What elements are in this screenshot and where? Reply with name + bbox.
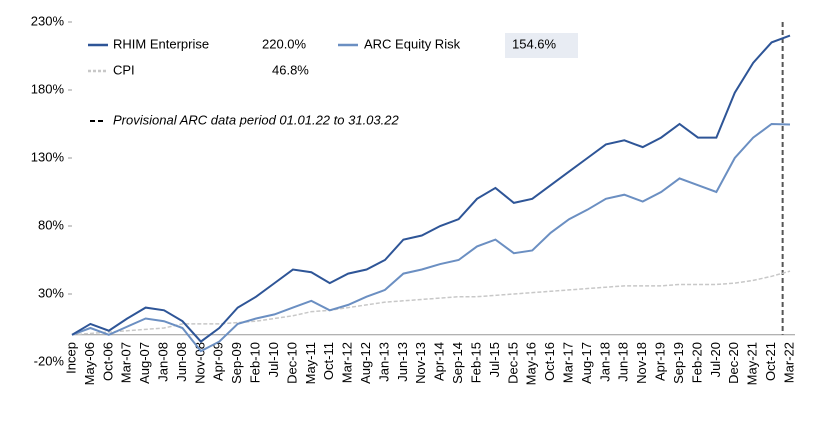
x-tick-label: May-11 [303, 342, 318, 384]
y-tick-label: 80% [38, 217, 64, 232]
legend-label: RHIM Enterprise [113, 36, 209, 51]
x-tick-label: Jun-18 [616, 342, 631, 382]
x-tick-label: Jul-15 [487, 342, 502, 377]
annotation: Provisional ARC data period 01.01.22 to … [113, 112, 399, 127]
x-tick-label: Sep-14 [450, 342, 465, 384]
x-tick-label: Feb-10 [248, 342, 263, 383]
x-tick-label: Jan-18 [597, 342, 612, 382]
x-tick-label: Jun-13 [395, 342, 410, 382]
y-tick-label: -20% [34, 353, 65, 368]
x-tick-label: Jan-13 [376, 342, 391, 382]
x-tick-label: Mar-07 [119, 342, 134, 383]
legend-value: 46.8% [272, 62, 309, 77]
legend-value-bg [505, 33, 578, 58]
x-tick-label: Apr-19 [653, 342, 668, 381]
x-tick-label: Aug-07 [137, 342, 152, 384]
legend-label: ARC Equity Risk [364, 36, 461, 51]
x-tick-label: Nov-13 [413, 342, 428, 384]
x-tick-label: Mar-12 [340, 342, 355, 383]
x-tick-label: Feb-20 [689, 342, 704, 383]
x-tick-label: Sep-09 [229, 342, 244, 384]
x-tick-label: May-21 [745, 342, 760, 385]
x-tick-label: Aug-17 [579, 342, 594, 384]
legend-value: 154.6% [512, 36, 557, 51]
x-tick-label: Oct-16 [542, 342, 557, 381]
x-tick-label: Feb-15 [468, 342, 483, 383]
legend-label: CPI [113, 62, 135, 77]
x-tick-label: Oct-11 [321, 342, 336, 380]
series-line [71, 270, 791, 336]
x-tick-label: Aug-12 [358, 342, 373, 384]
x-tick-label: Incep [63, 342, 78, 374]
x-tick-label: Oct-06 [100, 342, 115, 381]
x-tick-label: Mar-17 [561, 342, 576, 383]
x-tick-label: May-06 [82, 342, 97, 385]
x-tick-label: Jun-08 [174, 342, 189, 382]
x-tick-label: Apr-14 [432, 342, 447, 381]
legend-value: 220.0% [262, 36, 307, 51]
x-tick-label: Dec-10 [284, 342, 299, 384]
x-tick-label: Nov-08 [192, 342, 207, 384]
x-tick-label: Jul-20 [708, 342, 723, 377]
x-tick-label: Nov-18 [634, 342, 649, 384]
x-tick-label: Dec-15 [505, 342, 520, 384]
y-tick-label: 180% [31, 81, 65, 96]
x-tick-label: Jan-08 [155, 342, 170, 382]
x-tick-label: Oct-21 [763, 342, 778, 381]
x-tick-label: Sep-19 [671, 342, 686, 384]
series-line [71, 34, 791, 343]
x-tick-label: May-16 [524, 342, 539, 385]
x-tick-label: Dec-20 [726, 342, 741, 384]
y-tick-label: 230% [31, 13, 65, 28]
y-tick-label: 30% [38, 285, 64, 300]
x-tick-label: Mar-22 [781, 342, 796, 383]
x-tick-label: Apr-09 [211, 342, 226, 381]
x-tick-label: Jul-10 [266, 342, 281, 377]
series-line [71, 122, 791, 353]
y-tick-label: 130% [31, 149, 65, 164]
